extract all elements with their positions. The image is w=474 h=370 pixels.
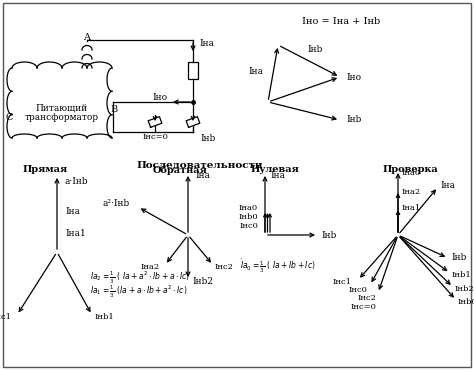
Text: Iнb0: Iнb0 (458, 298, 474, 306)
Text: Iнс0: Iнс0 (348, 286, 367, 294)
Text: Нулевая: Нулевая (251, 165, 300, 175)
Text: Iнс1: Iнс1 (333, 278, 352, 286)
Text: A: A (83, 33, 91, 41)
Text: Проверка: Проверка (382, 165, 438, 175)
Polygon shape (148, 117, 162, 127)
Text: Iнb2: Iнb2 (455, 285, 474, 293)
Text: Iно: Iно (153, 92, 168, 101)
Text: Iна: Iна (199, 40, 214, 48)
Text: Iнb0: Iнb0 (238, 213, 258, 221)
Text: B: B (110, 105, 118, 114)
Text: a·Iнb: a·Iнb (65, 178, 89, 186)
Text: Питающий: Питающий (36, 104, 88, 112)
Text: Iнb: Iнb (451, 252, 466, 262)
Polygon shape (186, 117, 200, 127)
Text: Iнb: Iнb (200, 134, 215, 143)
Text: Iнb1: Iнb1 (452, 271, 472, 279)
Text: $Ia_1=\frac{1}{3}\ (Ia+a\cdot Ib+a^2\cdot Ic)$: $Ia_1=\frac{1}{3}\ (Ia+a\cdot Ib+a^2\cdo… (90, 284, 187, 300)
Text: Iна: Iна (270, 172, 285, 181)
Text: Iнb: Iнb (307, 45, 323, 54)
Text: Обратная: Обратная (153, 165, 207, 175)
Text: Iнb: Iнb (321, 231, 337, 239)
Text: Iнс=0: Iнс=0 (142, 133, 168, 141)
Bar (188, 62, 198, 79)
Text: Последовательности: Последовательности (137, 161, 263, 169)
Text: Iно = Iна + Iнb: Iно = Iна + Iнb (302, 17, 380, 27)
Text: Iнс1: Iнс1 (0, 313, 12, 321)
Text: Iно: Iно (346, 74, 361, 83)
Text: Iна0: Iна0 (239, 204, 258, 212)
Text: Iна2: Iна2 (402, 188, 421, 196)
Text: Iна: Iна (195, 172, 210, 181)
Text: трансформатор: трансформатор (25, 114, 99, 122)
Text: Iнb1: Iнb1 (95, 313, 115, 321)
Text: Iнс2: Iнс2 (357, 294, 376, 302)
Text: Iнb2: Iнb2 (192, 278, 213, 286)
Text: a²·Iнb: a²·Iнb (103, 199, 130, 209)
Text: Iна1: Iна1 (402, 204, 421, 212)
Text: Iна: Iна (440, 181, 455, 189)
Text: C: C (5, 112, 13, 121)
Text: Iнb: Iнb (346, 115, 361, 124)
Text: $\dot{I}a_0=\frac{1}{3}\ (\ Ia+Ib+Ic)$: $\dot{I}a_0=\frac{1}{3}\ (\ Ia+Ib+Ic)$ (240, 257, 316, 275)
Text: Iнс2: Iнс2 (215, 263, 234, 271)
Text: Iнс=0: Iнс=0 (350, 303, 376, 311)
Text: Iна: Iна (248, 67, 263, 77)
Text: $Ia_2=\frac{1}{3}\ (\ Ia+a^2\cdot Ib+a\cdot Ic)$: $Ia_2=\frac{1}{3}\ (\ Ia+a^2\cdot Ib+a\c… (90, 270, 190, 286)
Text: Iнс0: Iнс0 (239, 222, 258, 230)
Text: Iна2: Iна2 (141, 263, 160, 271)
Text: Прямая: Прямая (22, 165, 68, 175)
Text: Iна: Iна (65, 208, 80, 216)
Text: Iна0: Iна0 (402, 169, 421, 177)
Text: Iна1: Iна1 (65, 229, 86, 238)
